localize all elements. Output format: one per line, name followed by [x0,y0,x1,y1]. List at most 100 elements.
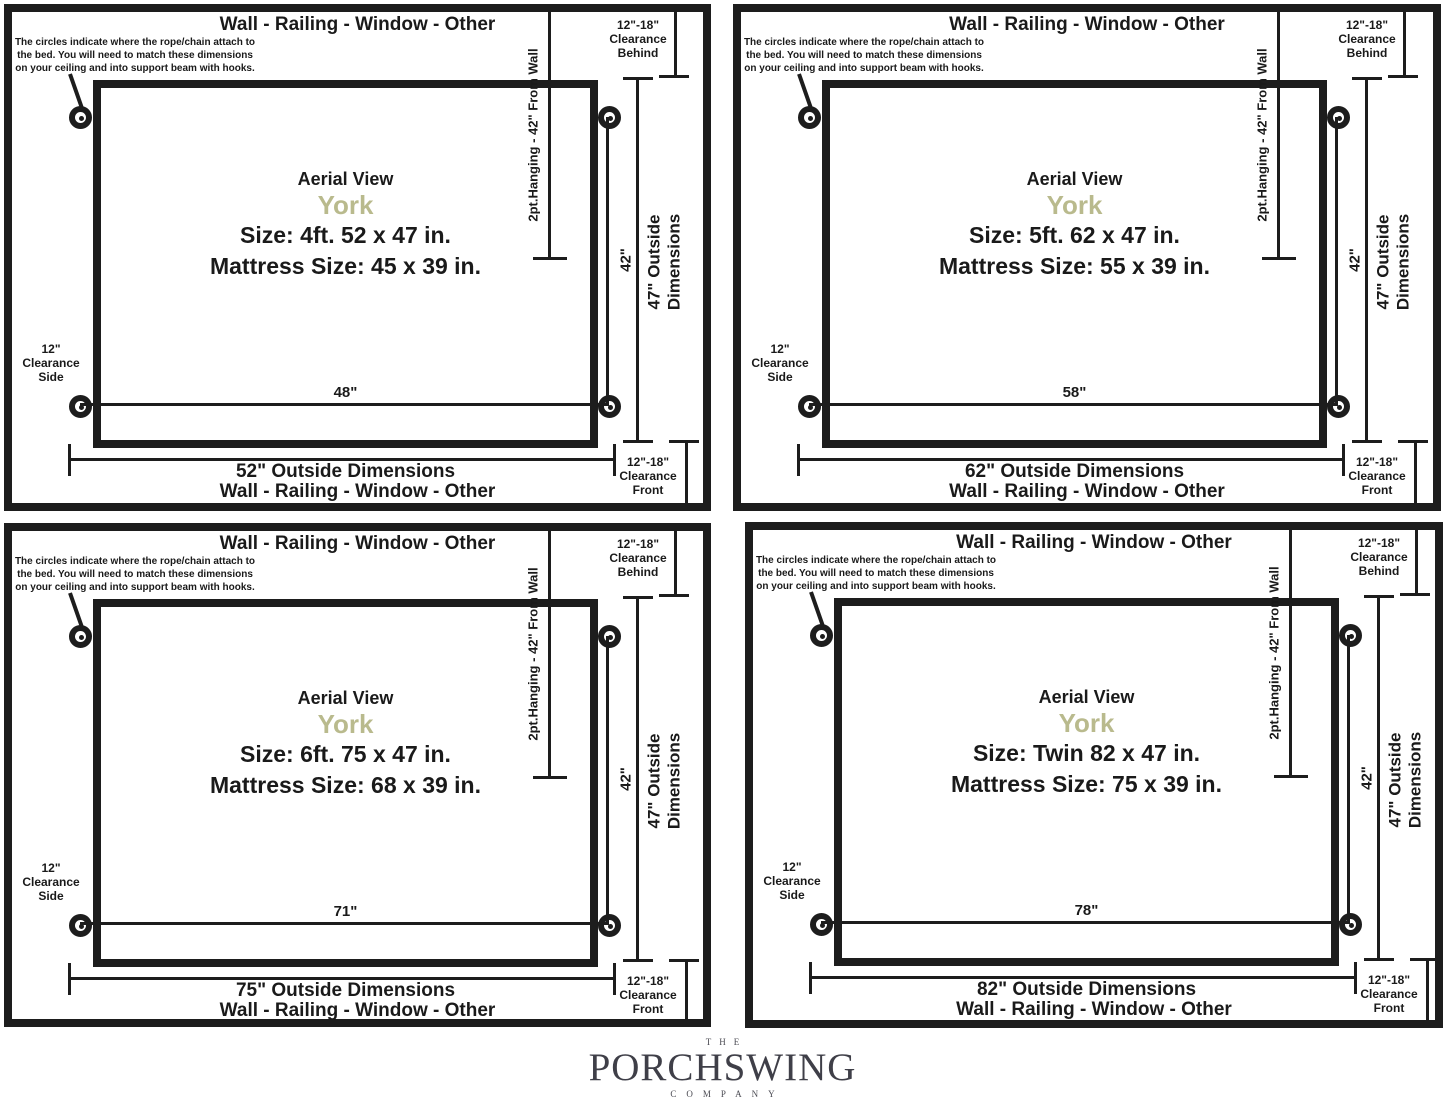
rope-attachment-ring-icon [69,395,92,418]
instructions-line: The circles indicate where the rope/chai… [743,37,985,48]
wall-top-label: Wall - Railing - Window - Other [956,532,1232,553]
outside-dimension-label: 82" Outside Dimensions [976,979,1197,1000]
outside-dimension-tick-right [613,963,616,995]
instructions-line: the bed. You will need to match these di… [17,50,253,61]
clearance-side-label: 12" Clearance Side [22,342,80,385]
mattress-size-label: Mattress Size: 75 x 39 in. [950,771,1222,797]
instructions-text: The circles indicate where the rope/chai… [755,554,997,593]
depth-dimension-label-line: Dimensions [665,732,684,830]
depth-dimension-tick-bottom [1352,440,1382,443]
rope-attachment-ring-icon [798,106,821,129]
hanging-points-line [606,636,609,925]
clearance-front-label: 12"-18" Clearance Front [1360,973,1418,1016]
hanging-width-label: 48" [333,384,358,401]
wall-bottom-label: Wall - Railing - Window - Other [949,481,1225,502]
depth-dimension-tick-bottom [623,959,653,962]
model-name: York [317,190,374,220]
depth-dimension-line [636,596,639,962]
hanging-points-line [1335,117,1338,406]
hanging-from-wall-line [548,12,551,259]
hanging-from-wall-tick [1262,257,1296,260]
clearance-front-line [1414,440,1417,503]
depth-dimension-label-line: 47" Outside [1385,732,1405,828]
outside-dimension-tick-left [797,444,800,476]
rope-attachment-ring-icon [69,914,92,937]
clearance-front-tick [669,440,699,443]
depth-dimension-label: 47" Outside Dimensions [645,733,686,829]
hanging-width-line [80,922,609,925]
hanging-from-wall-label: 2pt.Hanging - 42" From Wall [525,567,541,741]
clearance-behind-line [674,531,677,596]
model-name: York [1058,708,1115,738]
outside-dimension-label: 75" Outside Dimensions [235,980,456,1001]
instructions-line: the bed. You will need to match these di… [17,569,253,580]
depth-dimension-line [636,77,639,443]
clearance-behind-tick [1400,593,1430,596]
hanging-from-wall-label: 2pt.Hanging - 42" From Wall [1266,566,1282,740]
model-name: York [1046,190,1103,220]
instructions-line: on your ceiling and into support beam wi… [756,581,996,592]
aerial-view-label: Aerial View [297,688,394,708]
clearance-front-line [1426,958,1429,1020]
mattress-size-label: Mattress Size: 68 x 39 in. [209,772,481,798]
hanging-height-label: 42" [617,767,635,791]
rope-attachment-ring-icon [798,395,821,418]
bed-outline [834,598,1339,966]
bed-text-block: Aerial View York Size: 4ft. 52 x 47 in. … [93,168,598,282]
depth-dimension-label: 47" Outside Dimensions [645,214,686,310]
outside-dimension-label: 52" Outside Dimensions [235,461,456,482]
depth-dimension-label-line: 47" Outside [644,733,664,829]
bed-text-block: Aerial View York Size: 6ft. 75 x 47 in. … [93,687,598,801]
logo-the: THE [705,1037,748,1047]
size-label: Size: Twin 82 x 47 in. [972,740,1201,766]
clearance-behind-line [1403,12,1406,77]
hanging-width-label: 71" [333,903,358,920]
clearance-behind-label: 12"-18" Clearance Behind [1350,536,1408,579]
depth-dimension-tick-top [623,77,653,80]
clearance-front-label: 12"-18" Clearance Front [1348,455,1406,498]
clearance-front-tick [1410,958,1440,961]
hanging-from-wall-tick [533,776,567,779]
clearance-front-tick [1398,440,1428,443]
wall-top-label: Wall - Railing - Window - Other [949,14,1225,35]
bed-outline [93,599,598,967]
rope-attachment-ring-icon [598,106,621,129]
clearance-front-tick [669,959,699,962]
depth-dimension-line [1365,77,1368,443]
outside-dimension-tick-left [68,963,71,995]
depth-dimension-label-line: Dimensions [1406,731,1425,829]
instructions-text: The circles indicate where the rope/chai… [14,36,256,75]
outside-dimension-line [68,977,616,980]
clearance-behind-label: 12"-18" Clearance Behind [609,18,667,61]
clearance-front-line [685,959,688,1019]
outside-dimension-label: 62" Outside Dimensions [964,461,1185,482]
wall-bottom-label: Wall - Railing - Window - Other [956,999,1232,1020]
hanging-width-line [80,403,609,406]
hanging-from-wall-line [548,531,551,778]
size-label: Size: 4ft. 52 x 47 in. [240,222,451,248]
clearance-side-label: 12" Clearance Side [751,342,809,385]
depth-dimension-label: 47" Outside Dimensions [1386,732,1427,828]
wall-top-label: Wall - Railing - Window - Other [219,533,496,554]
aerial-view-label: Aerial View [1038,687,1135,707]
clearance-side-label: 12" Clearance Side [22,861,80,904]
clearance-behind-tick [659,594,689,597]
clearance-front-label: 12"-18" Clearance Front [619,455,677,498]
logo-company: COMPANY [670,1089,785,1099]
size-panel: Wall - Railing - Window - Other The circ… [733,4,1441,511]
logo-name: PORCHSWING [588,1046,857,1089]
rope-attachment-ring-icon [1327,395,1350,418]
rope-attachment-ring-icon [1339,624,1362,647]
size-label: Size: 5ft. 62 x 47 in. [969,222,1180,248]
outside-dimension-line [68,458,616,461]
rope-attachment-ring-icon [1327,106,1350,129]
instructions-line: The circles indicate where the rope/chai… [14,556,256,567]
clearance-behind-line [1415,530,1418,595]
depth-dimension-label: 47" Outside Dimensions [1374,214,1415,310]
size-panel: Wall - Railing - Window - Other The circ… [4,523,711,1027]
aerial-view-label: Aerial View [297,169,394,189]
hanging-from-wall-tick [533,257,567,260]
hanging-points-line [606,117,609,406]
depth-dimension-tick-bottom [623,440,653,443]
clearance-behind-line [674,12,677,77]
